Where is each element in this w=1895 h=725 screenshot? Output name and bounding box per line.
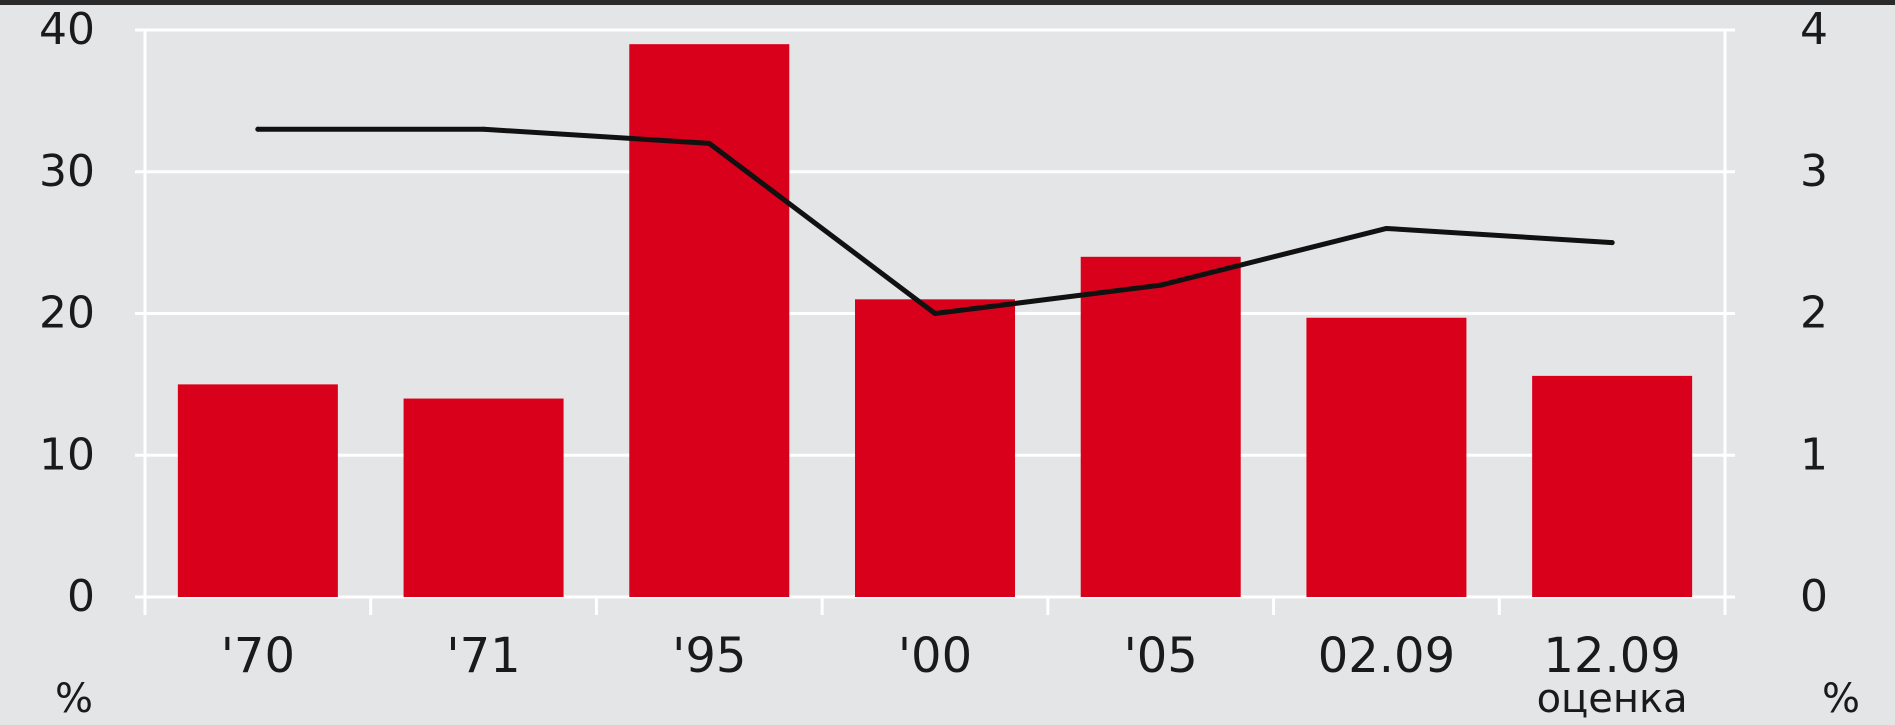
left-tick-label: 40 [39, 4, 95, 55]
right-axis-unit: % [1822, 676, 1860, 721]
bar [629, 44, 790, 598]
bar [1306, 317, 1467, 597]
left-tick-label: 30 [39, 146, 95, 197]
bar-layer [177, 44, 1693, 598]
left-axis-unit: % [55, 676, 93, 721]
line-point [1383, 225, 1389, 231]
right-tick-label: 4 [1800, 4, 1828, 55]
line-point [1158, 282, 1164, 288]
category-label: 12.09 [1543, 628, 1680, 684]
line-point [1609, 240, 1615, 246]
line-layer [255, 126, 1615, 316]
bar [855, 299, 1015, 597]
category-sublabel: оценка [1537, 676, 1688, 721]
category-label: '71 [446, 628, 520, 684]
line-point [481, 126, 487, 132]
category-label: '70 [221, 628, 295, 684]
category-label: '05 [1124, 628, 1198, 684]
bar [1080, 256, 1241, 597]
right-tick-label: 3 [1800, 146, 1828, 197]
bar [177, 384, 338, 597]
right-tick-label: 1 [1800, 429, 1828, 480]
line-point [706, 140, 712, 146]
bar [1532, 375, 1693, 597]
top-rule [0, 0, 1895, 5]
category-label: '00 [898, 628, 972, 684]
category-label: '95 [672, 628, 746, 684]
left-tick-label: 0 [67, 571, 95, 622]
right-tick-label: 2 [1800, 288, 1828, 339]
line-series [255, 126, 1615, 316]
left-tick-label: 20 [39, 288, 95, 339]
right-tick-label: 0 [1800, 571, 1828, 622]
line-point [932, 311, 938, 316]
line-point [255, 126, 261, 132]
left-tick-label: 10 [39, 429, 95, 480]
category-label: 02.09 [1318, 628, 1455, 684]
bar [403, 398, 564, 597]
axis-layer: 0 10 20 30 40 0 1 2 3 4 '70 '71 '95 '00 '05 02.09 12.09о… [39, 4, 1828, 722]
